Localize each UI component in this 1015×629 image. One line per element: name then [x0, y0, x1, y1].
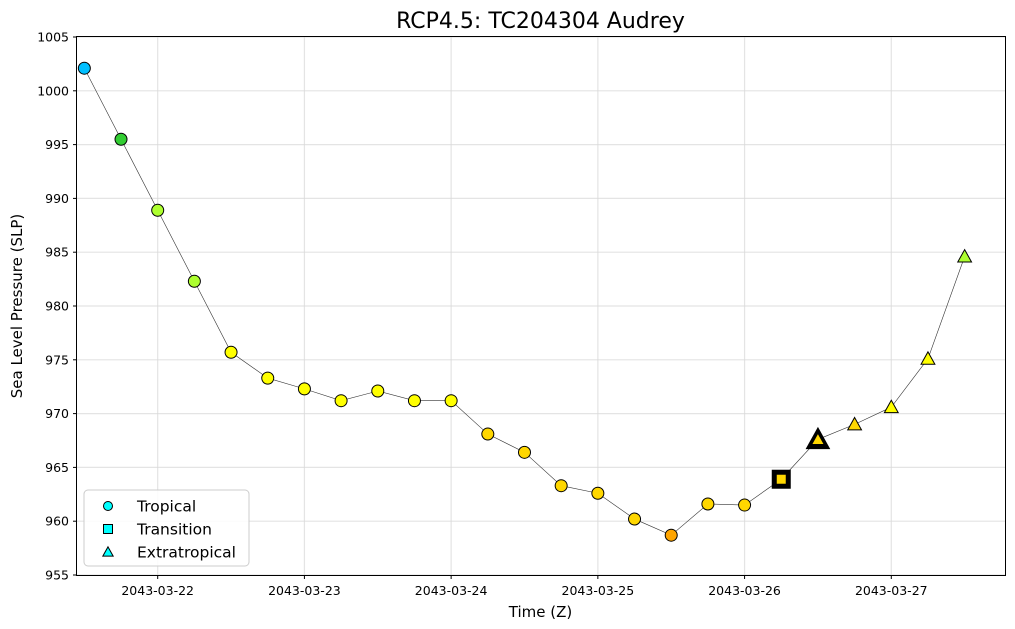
tropical-point [481, 427, 495, 441]
tropical-point [628, 512, 642, 526]
x-tick-label: 2043-03-25 [562, 583, 635, 598]
extratropical-point [810, 432, 826, 445]
y-tick-label: 995 [45, 137, 69, 152]
tropical-point [187, 274, 201, 288]
data-points [77, 61, 973, 542]
legend-box [83, 489, 250, 567]
y-tick-label: 985 [45, 245, 69, 260]
y-tick-label: 990 [45, 191, 69, 206]
chart-title: RCP4.5: TC204304 Audrey [396, 9, 685, 34]
x-axis-label: Time (Z) [508, 603, 572, 621]
legend-label: Tropical [136, 498, 196, 516]
x-tick-label: 2043-03-22 [121, 583, 194, 598]
y-tick-label: 980 [45, 299, 69, 314]
x-tick-label: 2043-03-23 [268, 583, 341, 598]
y-tick-label: 1005 [37, 30, 69, 45]
y-tick-label: 970 [45, 406, 69, 421]
tropical-point [407, 394, 421, 408]
y-axis: 955 960 965 970 975 980 985 990 995 1000 1005 [37, 30, 77, 583]
track-line [84, 68, 965, 536]
legend-extratropical-icon [101, 545, 115, 557]
tropical-point [224, 345, 238, 359]
tropical-point [701, 497, 715, 511]
tropical-point [371, 384, 385, 398]
tropical-point [297, 382, 311, 396]
tropical-point [591, 486, 605, 500]
tropical-point [554, 479, 568, 493]
tropical-point [77, 61, 91, 75]
tropical-point [664, 528, 678, 542]
y-axis-label: Sea Level Pressure (SLP) [8, 214, 26, 399]
extratropical-point [956, 248, 973, 263]
x-tick-label: 2043-03-27 [855, 583, 928, 598]
tropical-point [151, 203, 165, 217]
extratropical-point [920, 350, 936, 365]
track [84, 68, 965, 536]
tropical-point [444, 394, 458, 408]
y-tick-label: 955 [45, 568, 69, 583]
tropical-point [738, 498, 752, 512]
transition-point [775, 473, 787, 485]
x-tick-label: 2043-03-24 [415, 583, 488, 598]
tropical-point [517, 445, 531, 459]
legend: Tropical Transition Extratropical [83, 489, 250, 567]
legend-label: Extratropical [137, 544, 236, 562]
tropical-point [261, 371, 275, 385]
y-tick-label: 960 [45, 514, 69, 529]
x-tick-label: 2043-03-26 [708, 583, 781, 598]
tropical-point [334, 394, 348, 408]
legend-transition-icon [103, 524, 113, 534]
y-tick-label: 965 [45, 460, 69, 475]
legend-tropical-icon [103, 501, 113, 511]
tropical-point [114, 132, 128, 146]
extratropical-point [846, 416, 863, 431]
extratropical-point [883, 399, 900, 414]
x-axis: 2043-03-22 2043-03-23 2043-03-24 2043-03-25… [121, 575, 928, 598]
y-tick-label: 975 [45, 352, 69, 367]
y-tick-label: 1000 [37, 83, 69, 98]
legend-label: Transition [136, 521, 212, 539]
